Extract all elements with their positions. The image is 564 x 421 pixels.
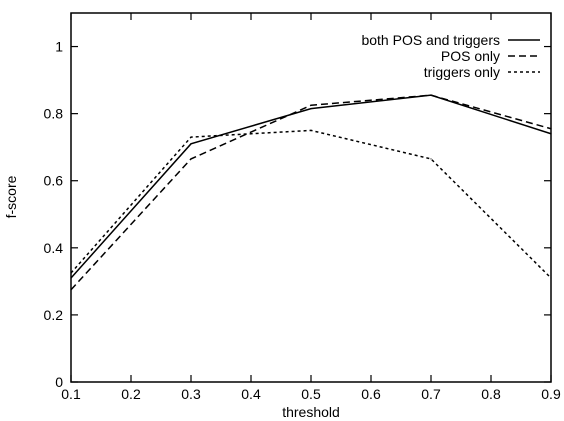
x-tick-label: 0.5: [301, 386, 321, 402]
x-tick-label: 0.9: [541, 386, 561, 402]
x-tick-label: 0.2: [121, 386, 141, 402]
y-tick-label: 0.8: [44, 106, 64, 122]
data-point: [190, 136, 192, 138]
data-point: [190, 158, 192, 160]
legend-label: both POS and triggers: [361, 32, 500, 48]
data-point: [550, 128, 552, 130]
data-point: [310, 129, 312, 132]
data-point: [550, 277, 552, 279]
data-point: [70, 272, 72, 274]
y-axis-label: f-score: [3, 175, 19, 218]
data-point: [310, 108, 312, 110]
legend-label: triggers only: [424, 64, 500, 80]
y-tick-label: 0.4: [44, 240, 64, 256]
data-point: [70, 289, 72, 291]
x-tick-label: 0.8: [481, 386, 501, 402]
x-axis-label: threshold: [282, 404, 340, 420]
x-tick-label: 0.3: [181, 386, 201, 402]
y-tick-label: 0.6: [44, 173, 64, 189]
y-tick-label: 0: [55, 374, 63, 390]
data-point: [70, 277, 72, 279]
series-line-3: [70, 129, 552, 279]
series-line-1: [70, 94, 552, 279]
data-point: [430, 158, 432, 160]
y-tick-label: 1: [55, 39, 63, 55]
x-tick-label: 0.7: [421, 386, 441, 402]
data-point: [550, 133, 552, 135]
data-point: [430, 94, 432, 96]
y-tick-label: 0.2: [44, 307, 64, 323]
data-point: [190, 143, 192, 145]
x-tick-label: 0.1: [61, 386, 81, 402]
legend-label: POS only: [441, 48, 500, 64]
x-tick-label: 0.4: [241, 386, 261, 402]
data-point: [310, 104, 312, 106]
x-tick-label: 0.6: [361, 386, 381, 402]
